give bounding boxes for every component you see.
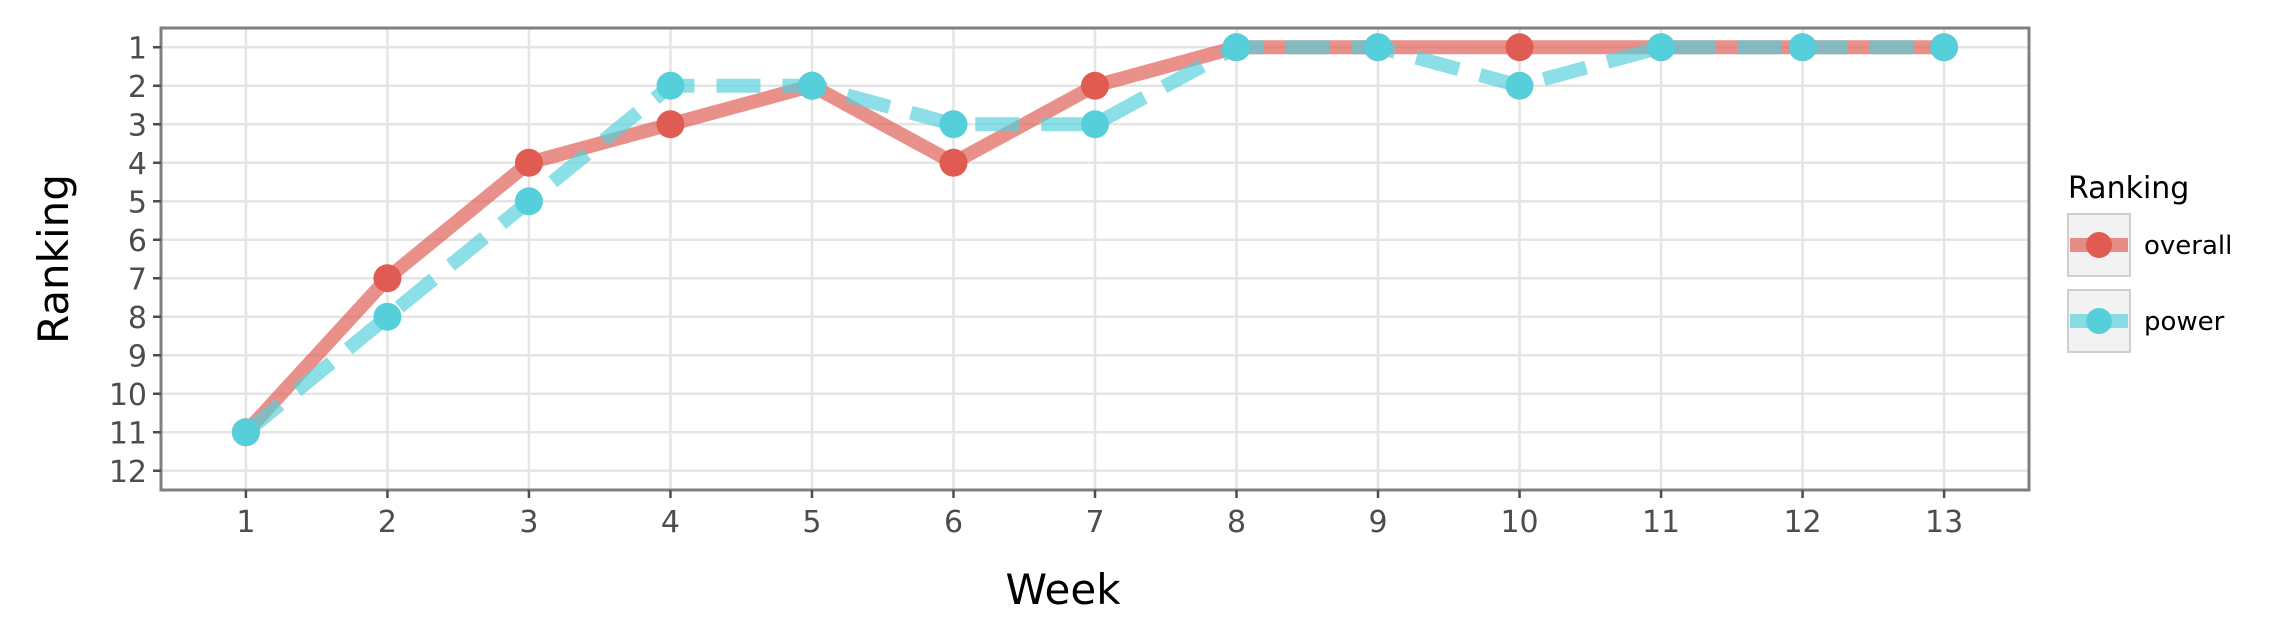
x-tick-label: 6 xyxy=(944,505,963,540)
data-point-overall xyxy=(514,148,543,177)
series-layer xyxy=(231,33,1959,447)
x-tick-label: 11 xyxy=(1642,505,1680,540)
y-tick-label: 3 xyxy=(128,108,147,143)
data-point-power xyxy=(231,418,260,447)
y-tick-label: 5 xyxy=(128,185,147,220)
x-tick-label: 5 xyxy=(802,505,821,540)
data-point-power xyxy=(1788,33,1817,62)
data-point-overall xyxy=(939,148,968,177)
x-tick-label: 1 xyxy=(236,505,255,540)
y-tick-label: 12 xyxy=(109,455,147,490)
y-tick-label: 10 xyxy=(109,378,147,413)
y-axis-title: Ranking xyxy=(29,174,78,344)
x-tick-label: 9 xyxy=(1368,505,1387,540)
x-tick-label: 4 xyxy=(661,505,680,540)
x-tick-label: 2 xyxy=(378,505,397,540)
legend-title: Ranking xyxy=(2068,171,2189,206)
y-tick-label: 2 xyxy=(128,70,147,105)
y-tick-label: 8 xyxy=(128,301,147,336)
data-point-power xyxy=(656,71,685,100)
data-point-power xyxy=(514,187,543,216)
legend-marker-power xyxy=(2086,308,2112,334)
y-tick-label: 4 xyxy=(128,147,147,182)
x-tick-label: 7 xyxy=(1085,505,1104,540)
data-point-power xyxy=(1505,71,1534,100)
data-point-power xyxy=(1647,33,1676,62)
legend: Ranking overall power xyxy=(2067,171,2232,353)
y-tick-label: 7 xyxy=(128,262,147,297)
legend-label-overall: overall xyxy=(2144,231,2232,261)
y-tick-label: 1 xyxy=(128,31,147,66)
legend-marker-overall xyxy=(2086,232,2112,258)
data-point-power xyxy=(797,71,826,100)
x-axis-title: Week xyxy=(1005,565,1121,614)
y-tick-label: 11 xyxy=(109,416,147,451)
y-tick-label: 6 xyxy=(128,224,147,259)
x-tick-label: 12 xyxy=(1783,505,1821,540)
data-point-power xyxy=(1222,33,1251,62)
x-tick-label: 8 xyxy=(1227,505,1246,540)
data-point-power xyxy=(939,110,968,139)
legend-label-power: power xyxy=(2144,307,2225,337)
data-point-power xyxy=(373,302,402,331)
data-point-power xyxy=(1930,33,1959,62)
data-point-overall xyxy=(1081,71,1109,100)
data-point-overall xyxy=(373,264,402,293)
x-tick-label: 13 xyxy=(1925,505,1963,540)
x-tick-label: 10 xyxy=(1500,505,1538,540)
data-point-power xyxy=(1081,110,1109,139)
x-tick-label: 3 xyxy=(519,505,538,540)
data-point-overall xyxy=(1505,33,1534,62)
data-point-overall xyxy=(656,110,685,139)
data-point-power xyxy=(1364,33,1393,62)
y-tick-label: 9 xyxy=(128,339,147,374)
